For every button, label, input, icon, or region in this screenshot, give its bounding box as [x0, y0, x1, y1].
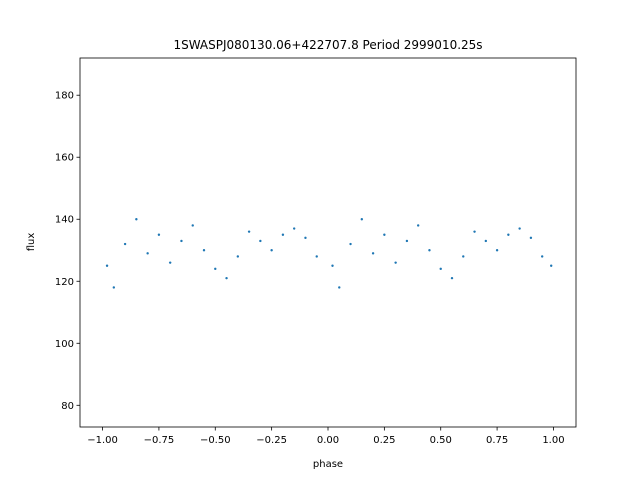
data-point	[550, 264, 553, 267]
y-axis-label: flux	[26, 233, 37, 252]
data-point	[360, 218, 364, 221]
data-point	[518, 227, 521, 230]
y-axis: 80 100 120 140 160 180	[55, 91, 80, 412]
data-point	[507, 233, 510, 236]
x-tick-label: −0.50	[200, 435, 231, 446]
y-tick-label: 160	[55, 153, 74, 164]
y-tick-label: 100	[55, 339, 74, 350]
x-axis-label: phase	[313, 459, 343, 470]
data-point	[105, 264, 109, 267]
data-point	[236, 255, 240, 258]
data-point	[315, 255, 318, 258]
data-point	[135, 218, 138, 221]
data-point	[247, 230, 251, 233]
x-tick-label: −0.25	[256, 435, 287, 446]
data-point	[405, 239, 409, 243]
data-point	[439, 267, 442, 271]
y-tick-label: 180	[55, 91, 74, 102]
data-point	[157, 233, 161, 236]
data-point	[338, 286, 341, 289]
y-tick-label: 80	[61, 401, 74, 412]
data-point	[394, 261, 397, 264]
y-tick-label: 140	[55, 215, 74, 226]
data-point	[168, 261, 172, 264]
data-point	[331, 264, 334, 267]
x-tick-label: −0.75	[144, 435, 175, 446]
data-point	[529, 236, 533, 240]
data-point	[484, 239, 488, 243]
data-point	[383, 233, 386, 236]
data-point	[428, 249, 431, 252]
data-point	[292, 227, 296, 230]
data-point	[259, 239, 262, 243]
chart-title: 1SWASPJ080130.06+422707.8 Period 2999010…	[173, 38, 482, 52]
x-tick-label: 0.25	[373, 435, 395, 446]
y-tick-label: 120	[55, 277, 74, 288]
data-point	[123, 242, 127, 246]
data-point	[214, 267, 217, 271]
data-point	[191, 224, 194, 227]
data-point	[495, 249, 499, 252]
x-tick-label: 0.75	[486, 435, 508, 446]
data-point	[540, 255, 544, 258]
x-tick-label: 0.50	[430, 435, 452, 446]
data-point	[349, 242, 352, 246]
data-point	[270, 249, 273, 252]
data-point	[371, 252, 375, 255]
x-tick-label: 0.00	[317, 435, 339, 446]
data-points	[105, 218, 553, 289]
data-point	[202, 249, 206, 252]
x-axis: −1.00 −0.75 −0.50 −0.25 0.00 0.25 0.50 0.75 1.00	[87, 427, 565, 446]
data-point	[146, 252, 149, 255]
data-point	[450, 276, 454, 280]
data-point	[225, 276, 228, 280]
data-point	[180, 239, 183, 243]
data-point	[462, 255, 465, 258]
x-tick-label: −1.00	[87, 435, 118, 446]
data-point	[112, 286, 116, 289]
data-point	[473, 230, 476, 233]
data-point	[416, 224, 420, 227]
x-tick-label: 1.00	[542, 435, 564, 446]
data-point	[304, 236, 307, 240]
data-point	[281, 233, 285, 236]
